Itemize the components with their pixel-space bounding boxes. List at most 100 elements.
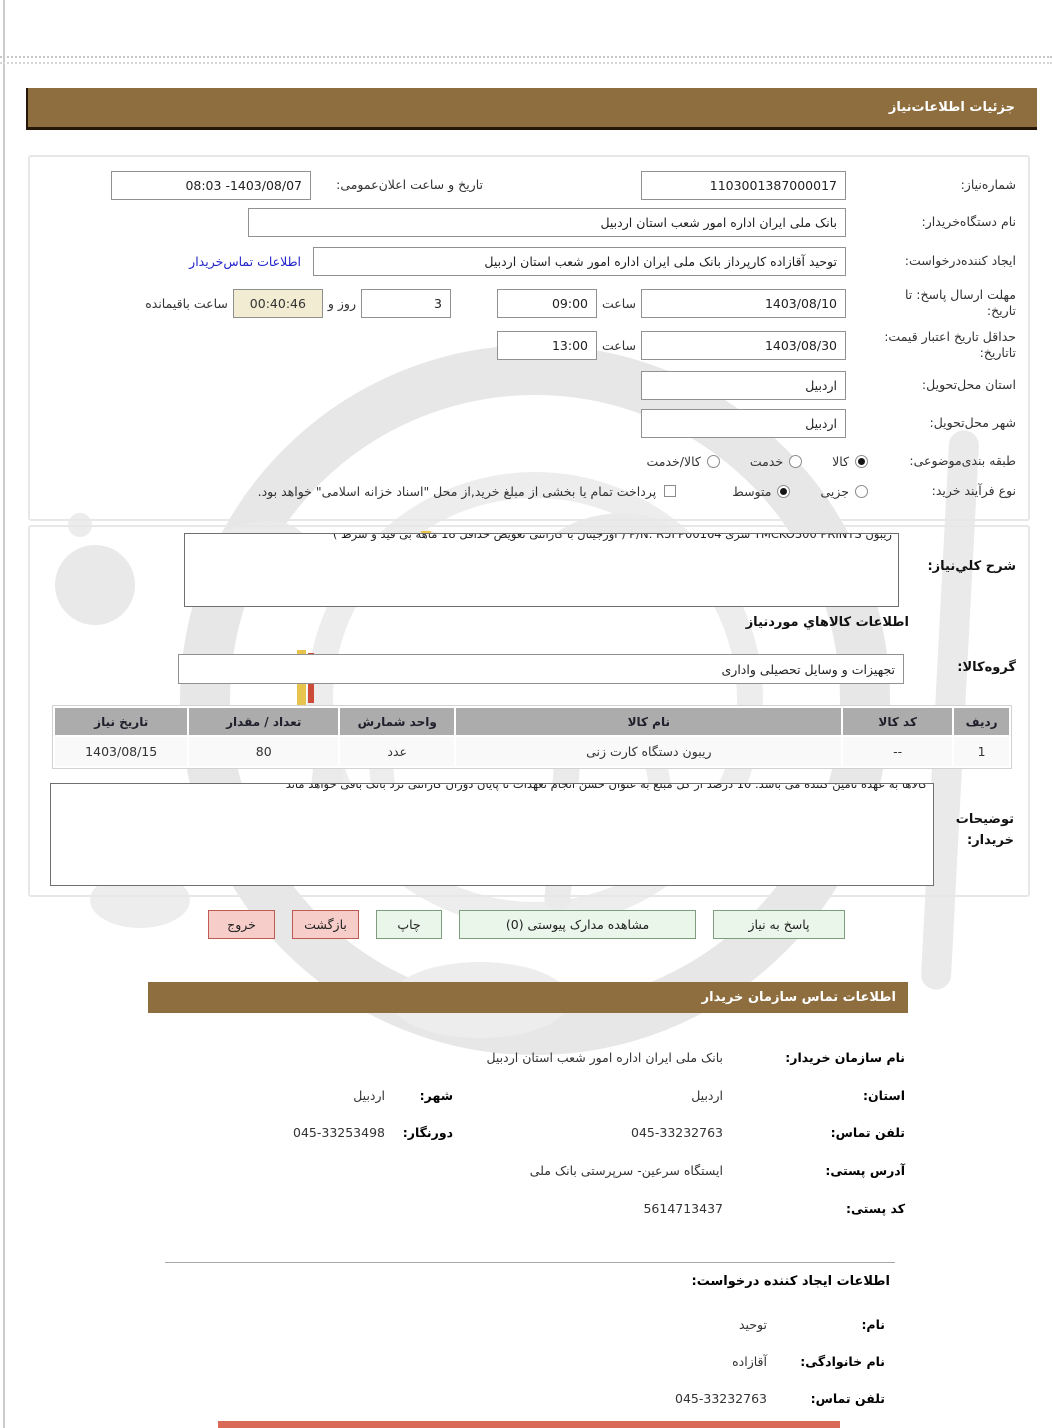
requester-label: ایجاد کننده‌درخواست:: [904, 252, 1016, 268]
row-buyer-org: نام دستگاه‌خریدار: بانک ملی ایران اداره …: [38, 206, 1016, 238]
row-reply-deadline: مهلت ارسال پاسخ: تا تاریخ: 1403/08/10 سا…: [38, 285, 1016, 321]
row-creator-first-name: نام: توحید: [325, 1312, 885, 1336]
back-button[interactable]: بازگشت: [292, 910, 359, 939]
process-option-minor[interactable]: جزیی: [820, 484, 868, 499]
goods-table: ردیف کد کالا نام کالا واحد شمارش تعداد /…: [52, 705, 1012, 769]
creator-section-divider: [165, 1262, 895, 1263]
goods-table-row: 1 -- ریبون دستگاه کارت زنی عدد 80 1403/0…: [55, 737, 1009, 766]
col-item-name: نام کالا: [456, 708, 842, 735]
row-org-phone-fax: تلفن تماس: 045-33232763 دورنگار: 045-332…: [145, 1119, 905, 1145]
row-requester: ایجاد کننده‌درخواست: توحید آقازاده کارپر…: [38, 245, 1016, 277]
page-title: جزئیات اطلاعات‌نیاز: [888, 100, 1015, 115]
reply-deadline-date-input[interactable]: 1403/08/10: [641, 288, 846, 318]
goods-panel: ریبون YMCKO300 PRINTS سری P/N: R5FP00164…: [28, 525, 1030, 897]
action-buttons: پاسخ به نیاز مشاهده مدارک پیوستی (0) چاپ…: [208, 910, 845, 939]
subject-option-goods-service-label: کالا/خدمت: [646, 453, 701, 469]
radio-service-icon[interactable]: [789, 454, 803, 468]
delivery-city-label: شهر محل‌تحویل:: [929, 414, 1017, 430]
org-postal-code-label: کد پستی:: [845, 1200, 905, 1216]
org-name-value: بانک ملی ایران اداره امور شعب استان اردب…: [486, 1049, 723, 1065]
top-divider-dotted-2: [0, 62, 1052, 64]
radio-goods-icon[interactable]: [855, 454, 868, 468]
cell-row-index: 1: [954, 737, 1009, 766]
row-org-address: آدرس پستی: ایستگاه سرعین- سرپرستی بانک م…: [145, 1157, 905, 1183]
cell-need-date: 1403/08/15: [55, 737, 188, 766]
goods-info-heading: اطلاعات کالاهاي موردنیاز: [745, 615, 909, 630]
goods-group-input[interactable]: تجهیزات و وسایل تحصیلی واداری: [178, 654, 904, 684]
process-option-medium[interactable]: متوسط: [732, 483, 791, 499]
treasury-checkbox[interactable]: [664, 485, 677, 497]
subject-option-service[interactable]: خدمت: [750, 454, 803, 469]
announce-datetime-label: تاریخ و ساعت اعلان‌عمومی:: [336, 176, 483, 192]
need-summary-panel: شماره‌نیاز: 1103001387000017 تاریخ و ساع…: [28, 155, 1030, 521]
reply-deadline-hour-label: ساعت: [601, 295, 636, 311]
radio-medium-icon[interactable]: [777, 484, 791, 498]
org-city-value: اردبیل: [353, 1087, 385, 1103]
announce-datetime-input[interactable]: 1403/08/07- 08:03: [111, 170, 311, 200]
need-description-textarea[interactable]: ریبون YMCKO300 PRINTS سری P/N: R5FP00164…: [184, 533, 899, 607]
subject-option-goods-service[interactable]: کالا/خدمت: [646, 453, 720, 469]
creator-phone-label: تلفن تماس:: [810, 1390, 885, 1406]
org-address-label: آدرس پستی:: [825, 1162, 905, 1178]
goods-group-label: گروه‌کالا:: [957, 660, 1016, 675]
print-button[interactable]: چاپ: [376, 910, 442, 939]
requester-input[interactable]: توحید آقازاده کارپرداز بانک ملی ایران اد…: [313, 246, 846, 276]
cell-item-name: ریبون دستگاه کارت زنی: [456, 737, 842, 766]
section-header-need-details: جزئیات اطلاعات‌نیاز: [26, 88, 1037, 130]
goods-table-header-row: ردیف کد کالا نام کالا واحد شمارش تعداد /…: [55, 708, 1009, 735]
radio-goods-service-icon[interactable]: [706, 454, 720, 468]
cell-item-code: --: [843, 737, 953, 766]
creator-last-name-label: نام خانوادگی:: [800, 1353, 885, 1369]
row-delivery-province: استان محل‌تحویل: اردبیل: [38, 369, 1016, 401]
buyer-notes-textarea[interactable]: کالاها به عهده تامین کننده می باشد. 10 د…: [50, 783, 934, 886]
buyer-notes-label: توضیحات خریدار:: [955, 812, 1014, 848]
buyer-contact-link[interactable]: اطلاعات تماس‌خریدار: [189, 253, 301, 269]
price-validity-hour-label: ساعت: [601, 337, 636, 353]
reply-deadline-time-input[interactable]: 09:00: [496, 288, 597, 318]
need-description-label: شرح کلي‌نیاز:: [927, 559, 1016, 574]
cell-unit: عدد: [340, 737, 455, 766]
subject-option-goods-label: کالا: [832, 453, 849, 469]
org-phone-label: تلفن تماس:: [830, 1124, 905, 1140]
buyer-org-label: نام دستگاه‌خریدار:: [921, 213, 1016, 229]
cell-quantity: 80: [189, 737, 339, 766]
row-creator-last-name: نام خانوادگی: آقازاده: [325, 1349, 885, 1373]
row-org-name: نام سازمان خریدار: بانک ملی ایران اداره …: [145, 1044, 905, 1070]
view-attachments-button[interactable]: مشاهده مدارک پیوستی (0): [459, 910, 696, 939]
row-org-postal-code: کد پستی: 5614713437: [145, 1195, 905, 1221]
need-number-input[interactable]: 1103001387000017: [641, 170, 846, 200]
org-fax-label: دورنگار:: [402, 1124, 453, 1140]
price-validity-time-input[interactable]: 13:00: [496, 330, 597, 360]
delivery-province-input[interactable]: اردبیل: [641, 370, 846, 400]
col-unit: واحد شمارش: [340, 708, 455, 735]
row-creator-phone: تلفن تماس: 045-33232763: [325, 1386, 885, 1410]
reply-to-need-button[interactable]: پاسخ به نیاز: [713, 910, 845, 939]
org-address-value: ایستگاه سرعین- سرپرستی بانک ملی: [529, 1162, 723, 1178]
org-city-label: شهر:: [419, 1087, 453, 1103]
countdown-timer: 00:40:46: [232, 288, 323, 318]
org-fax-value: 045-33253498: [293, 1124, 385, 1140]
subject-class-label: طبقه بندی‌موضوعی:: [909, 452, 1016, 468]
price-validity-date-input[interactable]: 1403/08/30: [641, 330, 846, 360]
buyer-org-input[interactable]: بانک ملی ایران اداره امور شعب استان اردب…: [248, 207, 846, 237]
price-validity-label: حداقل تاریخ اعتبار قیمت: تاتاریخ:: [884, 328, 1016, 360]
exit-button[interactable]: خروج: [208, 910, 275, 939]
row-price-validity: حداقل تاریخ اعتبار قیمت: تاتاریخ: 1403/0…: [38, 327, 1016, 363]
next-section-edge: [218, 1421, 840, 1428]
org-name-label: نام سازمان خریدار:: [785, 1049, 905, 1065]
org-province-value: اردبیل: [691, 1087, 723, 1103]
radio-minor-icon[interactable]: [855, 484, 868, 498]
delivery-city-input[interactable]: اردبیل: [641, 408, 846, 438]
subject-option-goods[interactable]: کالا: [832, 454, 868, 469]
col-need-date: تاریخ نیاز: [55, 708, 188, 735]
delivery-province-label: استان محل‌تحویل:: [921, 376, 1016, 392]
process-option-medium-label: متوسط: [732, 483, 772, 499]
row-delivery-city: شهر محل‌تحویل: اردبیل: [38, 407, 1016, 439]
creator-phone-value: 045-33232763: [675, 1390, 767, 1406]
need-description-text: ریبون YMCKO300 PRINTS سری P/N: R5FP00164…: [332, 533, 892, 541]
row-subject-class: طبقه بندی‌موضوعی: کالا خدمت کالا/خدمت: [38, 448, 1016, 474]
creator-last-name-value: آقازاده: [732, 1353, 767, 1369]
reply-days-input[interactable]: 3: [360, 288, 451, 318]
col-row-index: ردیف: [954, 708, 1009, 735]
